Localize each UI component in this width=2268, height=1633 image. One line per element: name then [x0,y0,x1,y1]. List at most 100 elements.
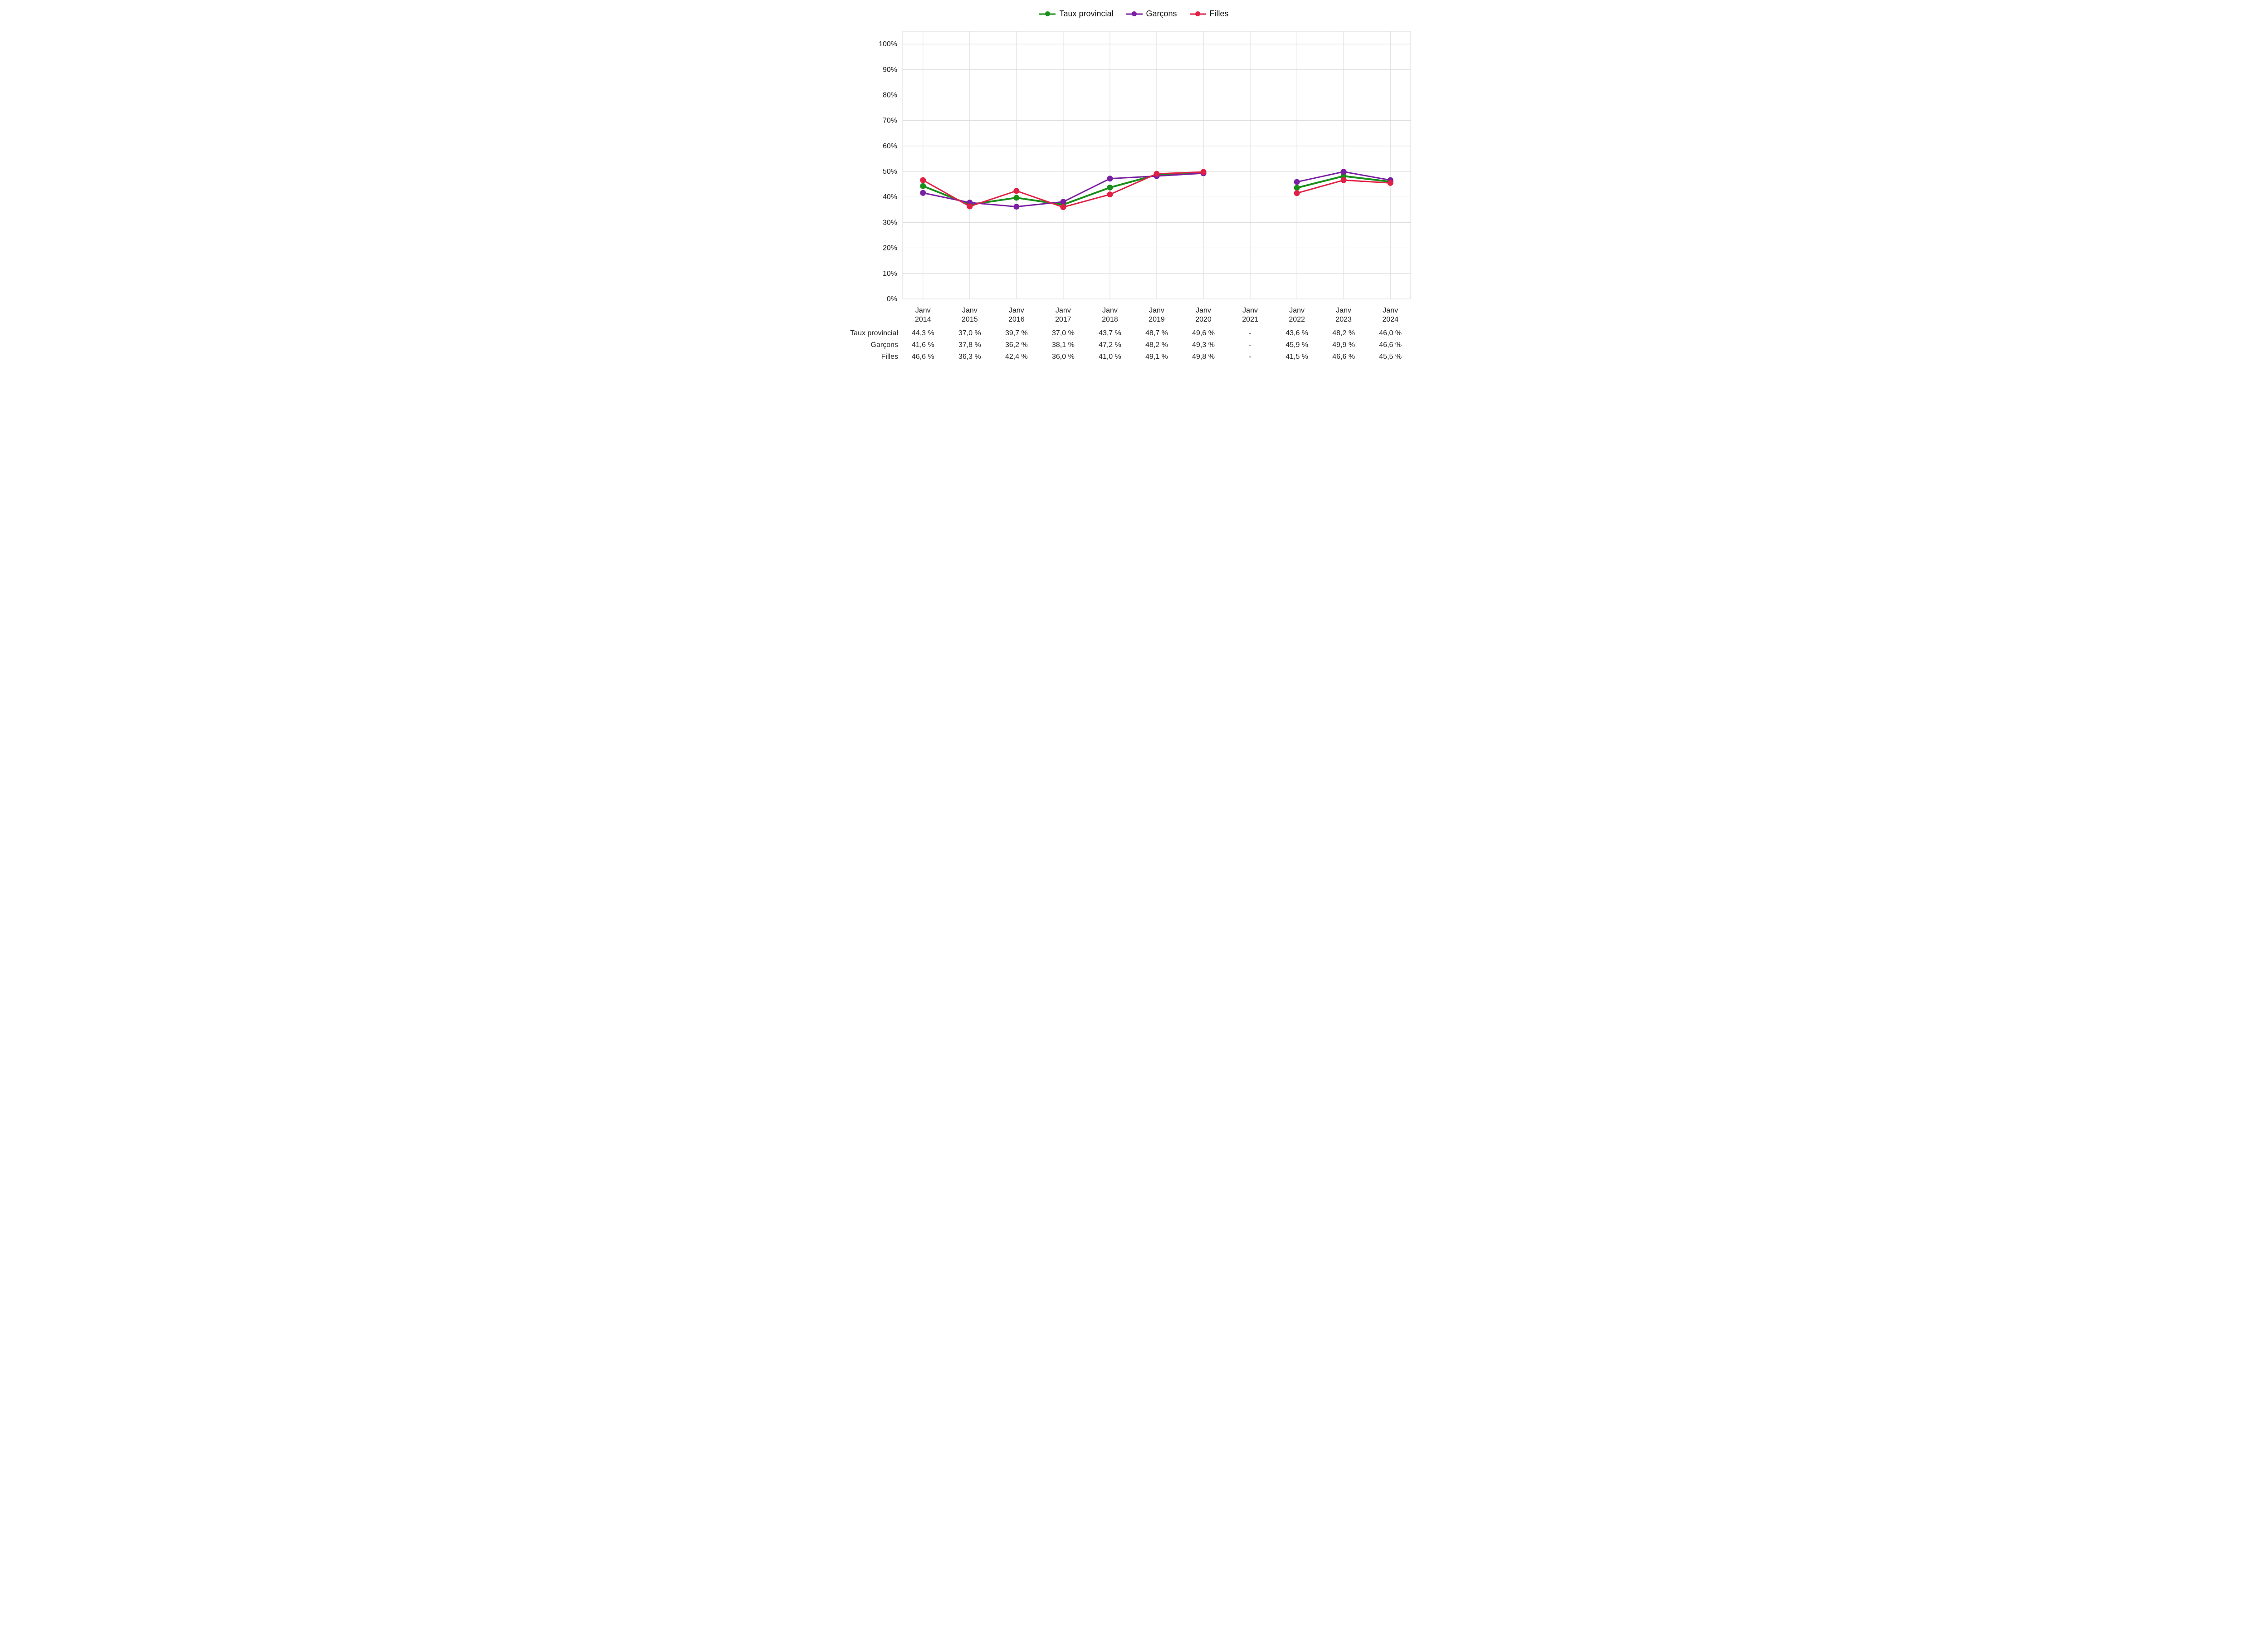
x-axis-tick-label-line1: Janv [1196,307,1211,314]
data-table-cell: 41,5 % [1286,353,1308,361]
legend-label: Taux provincial [1059,9,1113,19]
data-table-cell: 49,8 % [1192,353,1215,361]
series-marker[interactable] [1107,185,1113,190]
series-marker[interactable] [920,190,926,196]
data-table-cell: 43,7 % [1099,329,1121,337]
x-axis-tick-label-line2: 2018 [1102,316,1118,323]
data-table-cell: 44,3 % [912,329,934,337]
data-table-cell: 47,2 % [1099,341,1121,349]
series-marker[interactable] [1107,192,1113,197]
data-table-cell: 49,6 % [1192,329,1215,337]
series-marker[interactable] [1294,185,1300,191]
x-axis-tick-label-line2: 2019 [1149,316,1165,323]
x-axis-tick-label-line1: Janv [1056,307,1071,314]
data-table-cell: 48,2 % [1145,341,1168,349]
series-marker[interactable] [1341,169,1346,175]
series-marker[interactable] [920,177,926,183]
series-marker[interactable] [1294,179,1300,185]
chart-legend: Taux provincial Garçons Filles [848,9,1420,19]
x-axis-tick-label-line2: 2017 [1055,316,1071,323]
data-table-cell: - [1249,353,1251,361]
y-axis-tick-label: 10% [883,270,897,278]
x-axis-tick-label-line2: 2020 [1195,316,1212,323]
x-axis-tick-label-line2: 2023 [1335,316,1352,323]
y-axis-tick-label: 50% [883,168,897,176]
chart-container: Taux provincial Garçons Filles 0% 10% 20% 3… [848,0,1420,381]
y-axis-tick-label: 40% [883,193,897,201]
y-axis-tick-label: 30% [883,219,897,226]
x-axis-tick-label-line2: 2015 [962,316,978,323]
data-table-cell: 42,4 % [1005,353,1028,361]
data-table-cell: 46,6 % [912,353,934,361]
line-chart: 0% 10% 20% 30% 40% 50% 60% 70% 80% 90% 100% Janv 201… [848,22,1420,376]
data-table-cell: 36,0 % [1052,353,1075,361]
data-table-row-label: Garçons [871,341,898,349]
data-table-cell: 48,2 % [1332,329,1355,337]
data-table-cell: 43,6 % [1286,329,1308,337]
legend-dot-icon [1195,11,1200,16]
x-axis-tick-label-line2: 2021 [1242,316,1258,323]
series-marker[interactable] [967,204,973,209]
x-axis-tick-label-line1: Janv [915,307,931,314]
data-table-cell: 36,2 % [1005,341,1028,349]
data-table-cell: 49,3 % [1192,341,1215,349]
data-table-cell: 39,7 % [1005,329,1028,337]
legend-dot-icon [1045,11,1050,16]
x-axis-tick-label-line2: 2022 [1289,316,1305,323]
data-table-cell: 38,1 % [1052,341,1075,349]
series-marker[interactable] [1014,188,1019,194]
series-marker[interactable] [1107,176,1113,181]
legend-swatch-provincial [1039,10,1056,19]
series-marker[interactable] [1061,205,1066,210]
data-table-cell: 46,6 % [1332,353,1355,361]
legend-item-filles[interactable]: Filles [1190,9,1229,19]
data-table-cell: 41,0 % [1099,353,1121,361]
y-axis-tick-label: 80% [883,91,897,99]
data-table-cell: 48,7 % [1145,329,1168,337]
data-table-cell: 46,6 % [1379,341,1402,349]
data-table-cell: - [1249,329,1251,337]
x-axis-tick-label-line2: 2024 [1382,316,1398,323]
legend-dot-icon [1132,11,1137,16]
legend-item-garcons[interactable]: Garçons [1126,9,1177,19]
legend-label: Filles [1210,9,1229,19]
data-table-row-label: Taux provincial [850,329,898,337]
x-axis-tick-label-line1: Janv [1102,307,1118,314]
data-table-row-label: Filles [881,353,898,361]
data-table-cell: 45,5 % [1379,353,1402,361]
x-axis-tick-label-line2: 2014 [915,316,931,323]
legend-item-provincial[interactable]: Taux provincial [1039,9,1113,19]
series-marker[interactable] [920,183,926,189]
series-marker[interactable] [1061,199,1066,205]
data-table-cell: 49,1 % [1145,353,1168,361]
y-axis-tick-label: 100% [879,40,897,48]
x-axis-tick-label-line1: Janv [1289,307,1305,314]
y-axis-tick-label: 60% [883,142,897,150]
data-table-cell: 37,8 % [958,341,981,349]
series-marker[interactable] [1014,195,1019,200]
series-marker[interactable] [1154,171,1159,176]
series-marker[interactable] [1201,169,1206,175]
x-axis-tick-label-line1: Janv [1336,307,1351,314]
y-axis-tick-label: 90% [883,66,897,73]
x-axis-tick-label-line1: Janv [1009,307,1024,314]
data-table-cell: 36,3 % [958,353,981,361]
y-axis-tick-label: 0% [887,295,897,303]
series-marker[interactable] [1294,191,1300,196]
data-table-cell: 41,6 % [912,341,934,349]
x-axis-tick-label-line1: Janv [962,307,978,314]
legend-swatch-filles [1190,10,1206,19]
series-marker[interactable] [1014,204,1019,210]
x-axis-tick-label-line1: Janv [1149,307,1164,314]
series-marker[interactable] [1341,177,1346,183]
y-axis-tick-label: 70% [883,117,897,125]
data-table-cell: 37,0 % [1052,329,1075,337]
series-marker[interactable] [1388,180,1393,186]
data-table-cell: 45,9 % [1286,341,1308,349]
data-table-cell: - [1249,341,1251,349]
data-table-cell: 37,0 % [958,329,981,337]
x-axis-tick-label-line1: Janv [1242,307,1258,314]
y-axis-tick-label: 20% [883,244,897,252]
data-table-cell: 46,0 % [1379,329,1402,337]
legend-label: Garçons [1146,9,1177,19]
